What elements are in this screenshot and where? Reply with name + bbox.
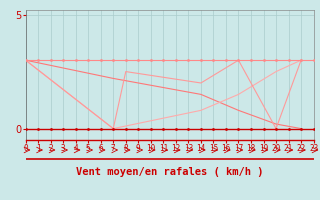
Text: Vent moyen/en rafales ( km/h ): Vent moyen/en rafales ( km/h ) bbox=[76, 167, 263, 177]
